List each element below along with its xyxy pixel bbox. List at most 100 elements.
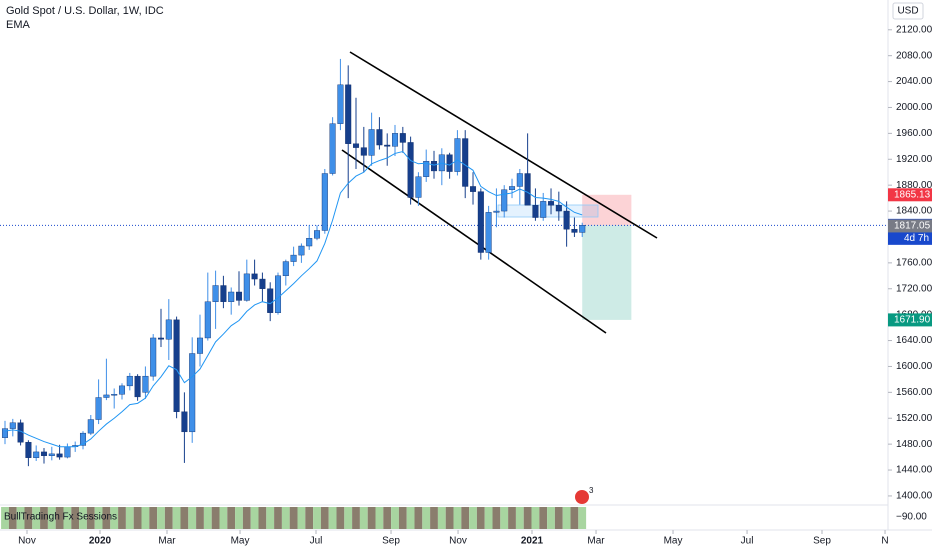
- candle-body: [314, 230, 321, 239]
- session-stripe: [500, 507, 509, 529]
- candle-body: [282, 261, 289, 277]
- candle-body: [235, 291, 243, 301]
- candle-body: [407, 142, 414, 198]
- candle-body: [337, 84, 344, 124]
- session-stripe: [375, 507, 384, 529]
- session-stripe: [133, 507, 142, 529]
- candle-body: [40, 451, 48, 456]
- candle-body: [555, 205, 562, 212]
- sessions-tick: −90.00: [896, 512, 927, 523]
- candle-body: [9, 422, 16, 429]
- session-stripe: [102, 507, 111, 529]
- y-tick-label: 1920.00: [896, 154, 932, 165]
- currency: USD: [897, 6, 918, 17]
- session-stripe: [32, 507, 41, 529]
- x-tick-label: Jul: [741, 536, 754, 547]
- candle-body: [446, 154, 453, 172]
- session-stripe: [125, 507, 134, 529]
- candle-body: [251, 273, 258, 280]
- session-stripe: [71, 507, 80, 529]
- session-stripe: [562, 507, 571, 529]
- session-stripe: [352, 507, 360, 529]
- session-stripe: [172, 507, 181, 529]
- session-stripe: [24, 507, 33, 529]
- back-layer: [0, 194, 888, 529]
- x-tick-label: May: [231, 536, 250, 547]
- session-stripe: [422, 507, 431, 529]
- candle-body: [329, 123, 336, 174]
- chart-title: Gold Spot / U.S. Dollar, 1W, IDC: [6, 5, 164, 17]
- candle-body: [228, 291, 235, 302]
- session-stripe: [118, 507, 126, 529]
- session-stripe: [47, 507, 56, 529]
- axis-layer: 2120.00 2080.00 2040.00 2000.00 1960.00 1920.…: [18, 24, 932, 547]
- session-stripe: [359, 507, 368, 529]
- x-tick-label: Mar: [587, 536, 605, 547]
- session-stripe: [289, 507, 298, 529]
- y-tick-label: 1600.00: [896, 361, 932, 372]
- level-label: 1817.05: [894, 221, 931, 232]
- candle-body: [360, 147, 367, 156]
- candle-body: [353, 143, 360, 148]
- session-stripe: [453, 507, 462, 529]
- candle-body: [501, 189, 508, 212]
- candle-body: [220, 285, 227, 302]
- candle-body: [399, 133, 406, 143]
- session-stripe: [469, 507, 477, 529]
- candle-body: [563, 210, 570, 230]
- candle-body: [243, 273, 250, 301]
- session-stripe: [344, 507, 353, 529]
- session-stripe: [149, 507, 158, 529]
- candle-body: [431, 161, 438, 172]
- y-tick-label: 1720.00: [896, 283, 932, 294]
- y-tick-label: 1480.00: [896, 439, 932, 450]
- candle-body: [571, 228, 578, 233]
- y-tick-label: 1560.00: [896, 387, 932, 398]
- y-tick-label: 1520.00: [896, 413, 932, 424]
- session-stripe: [313, 507, 321, 529]
- session-stripe: [63, 507, 72, 529]
- candle-body: [267, 288, 274, 313]
- session-stripe: [578, 507, 587, 529]
- candle-body: [56, 453, 63, 458]
- y-tick-label: 1400.00: [896, 491, 932, 502]
- candle-body: [298, 245, 305, 256]
- candle-body: [306, 238, 313, 247]
- candle-body: [204, 301, 211, 339]
- candle-body: [376, 129, 383, 146]
- front-layer: [1, 58, 586, 467]
- candle-body: [118, 385, 126, 395]
- session-stripe: [203, 507, 212, 529]
- session-stripe: [266, 507, 275, 529]
- session-stripe: [430, 507, 438, 529]
- session-stripe: [492, 507, 501, 529]
- session-stripe: [94, 507, 103, 529]
- session-stripe: [211, 507, 220, 529]
- candle-body: [173, 319, 180, 412]
- x-tick-label: Nov: [449, 536, 467, 547]
- session-stripe: [531, 507, 540, 529]
- session-stripe: [476, 507, 485, 529]
- session-stripe: [180, 507, 189, 529]
- x-tick-label: 2021: [521, 536, 544, 547]
- session-stripe: [86, 507, 95, 529]
- session-stripe: [539, 507, 548, 529]
- channel-upper: [349, 51, 658, 239]
- x-tick-label: Nov: [18, 536, 36, 547]
- risk-zone: [582, 194, 632, 226]
- x-tick-label: Sep: [813, 536, 831, 547]
- candle-body: [516, 173, 523, 187]
- level-label: 1671.90: [894, 315, 931, 326]
- level-label-box: [888, 219, 932, 233]
- x-tick-label: Mar: [158, 536, 176, 547]
- candle-body: [87, 419, 94, 434]
- candle-body: [64, 446, 71, 458]
- candle-body: [142, 375, 149, 393]
- sessions-name: BullTradingh Fx Sessions: [4, 512, 117, 523]
- candle-body: [79, 432, 87, 446]
- candle-body: [477, 191, 484, 253]
- candle-body: [415, 176, 422, 198]
- countdown: 4d 7h: [904, 233, 929, 244]
